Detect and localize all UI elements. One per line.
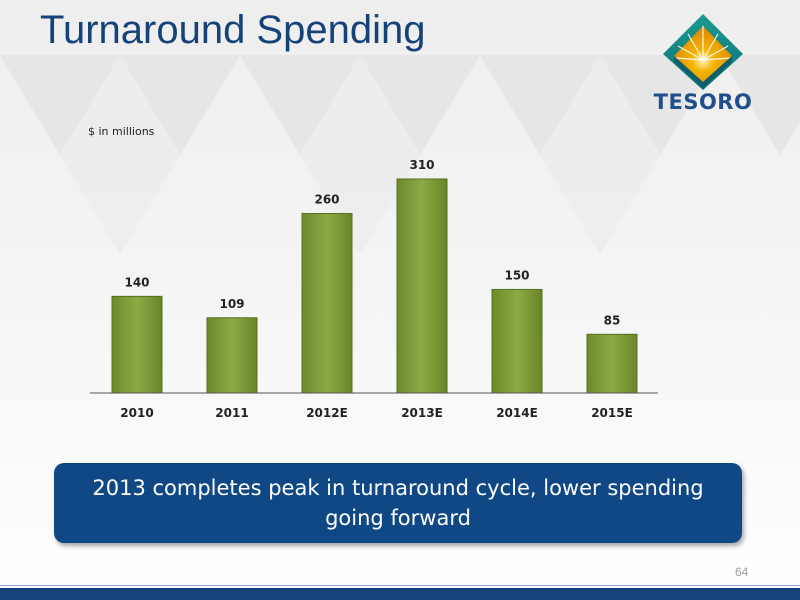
footer-bar <box>0 588 800 600</box>
data-label-2010: 140 <box>124 275 149 289</box>
bar-2012E <box>301 213 353 394</box>
logo-text: TESORO <box>653 90 753 114</box>
x-tick-label-2011: 2011 <box>215 406 248 420</box>
units-label: $ in millions <box>88 125 155 138</box>
bar-2015E <box>586 333 638 394</box>
x-tick-label-2015E: 2015E <box>591 406 633 420</box>
x-tick-label-2014E: 2014E <box>496 406 538 420</box>
data-label-2013E: 310 <box>409 158 434 172</box>
x-tick-label-2010: 2010 <box>120 406 153 420</box>
company-logo: TESORO <box>648 12 758 124</box>
callout-text: 2013 completes peak in turnaround cycle,… <box>92 476 704 530</box>
tesoro-sunburst-logo-icon <box>663 14 743 90</box>
page-title: Turnaround Spending <box>40 8 426 52</box>
data-label-2014E: 150 <box>504 268 529 282</box>
callout-box: 2013 completes peak in turnaround cycle,… <box>54 463 742 543</box>
bar-2010 <box>111 295 163 394</box>
bar-2014E <box>491 288 543 394</box>
bar-2013E <box>396 178 448 394</box>
data-label-2015E: 85 <box>604 313 621 327</box>
data-label-2012E: 260 <box>314 193 339 207</box>
x-tick-label-2013E: 2013E <box>401 406 443 420</box>
page-number: 64 <box>735 565 749 579</box>
x-tick-label-2012E: 2012E <box>306 406 348 420</box>
bar-2011 <box>206 317 258 394</box>
footer-divider <box>0 585 800 586</box>
data-label-2011: 109 <box>219 297 244 311</box>
